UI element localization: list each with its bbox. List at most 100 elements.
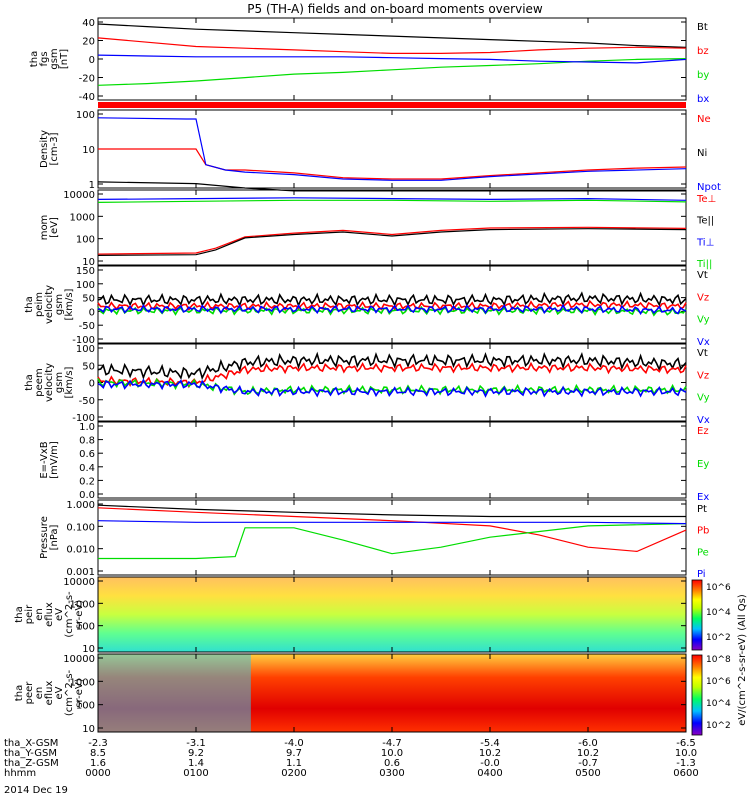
series-pressure-Pe xyxy=(98,523,687,560)
footer-value: -6.0 xyxy=(578,738,598,749)
y-tick-label: 150 xyxy=(76,266,95,277)
series-peem-Vt xyxy=(97,351,687,381)
y-axis-label-line: sr-eV) xyxy=(74,600,85,629)
panel-frame xyxy=(97,17,687,101)
series-fgs-bz xyxy=(97,37,687,54)
legend-efield-0: Ez xyxy=(697,426,709,437)
footer-value: 1.1 xyxy=(286,758,302,769)
y-axis-label-line: peem xyxy=(34,368,45,396)
panel-density: 100 10 1 Density [cm-3] Ne Ni Npot xyxy=(39,102,721,193)
footer-row-label: tha_Z-GSM xyxy=(4,758,59,769)
colorbar-top-tick: 10^6 xyxy=(706,583,731,593)
series-density-Ne xyxy=(98,148,687,180)
y-axis-label-line: [cm-3] xyxy=(49,132,60,165)
legend-pressure-2: Pe xyxy=(697,547,709,558)
y-axis-label-line: peim xyxy=(34,292,45,317)
y-tick-label: 100 xyxy=(76,344,95,355)
series-peim-Vy xyxy=(97,305,687,317)
legend-peem-0: Vt xyxy=(697,348,708,359)
y-axis-label-line: velocity xyxy=(44,363,55,402)
footer-value: -3.1 xyxy=(186,738,206,749)
y-tick-label: 10 xyxy=(82,724,95,735)
y-axis-label-line: eflux xyxy=(44,602,55,627)
footer-row-label: tha_Y-GSM xyxy=(4,748,57,759)
footer-value: -5.4 xyxy=(480,738,500,749)
y-tick-label: 10 xyxy=(82,257,95,268)
series-density-Ni xyxy=(97,181,686,192)
footer-value: 10.2 xyxy=(479,748,501,759)
y-tick-label: 100 xyxy=(76,235,95,246)
footer-value: -1.3 xyxy=(676,758,696,769)
legend-efield-1: Ey xyxy=(697,459,709,470)
y-axis-label-line: peir xyxy=(24,604,35,624)
footer-value: 0500 xyxy=(575,768,600,779)
footer-row-label: tha_X-GSM xyxy=(4,738,58,749)
y-axis-label-line: eflux xyxy=(44,681,55,706)
series-peim-Vt xyxy=(97,291,687,308)
series-peim-Vx xyxy=(97,303,687,316)
colorbar-bottom-tick: 10^2 xyxy=(706,721,731,731)
panel-pressure: 1.000 0.100 0.010 0.001 Pressure [nPa] Pt Pb Pe P… xyxy=(39,499,709,580)
series-fgs-Bt xyxy=(97,23,687,48)
y-axis-label-line: [eV] xyxy=(49,217,60,238)
legend-efield-2: Ex xyxy=(697,492,709,503)
y-axis-label-line: [km/s] xyxy=(64,288,75,320)
panel-peem: 100 50 0 -50 -100 tha peem velocity gsm [km/s] Vt V… xyxy=(24,343,710,426)
y-tick-label: 1000 xyxy=(70,677,95,688)
series-peim-Vz xyxy=(97,299,687,312)
y-tick-label: 100 xyxy=(76,280,95,291)
y-axis-label-line: eV xyxy=(54,686,65,699)
legend-peem-1: Vz xyxy=(697,370,709,381)
y-axis-label-line: gsm xyxy=(54,294,65,315)
footer-value: 10.0 xyxy=(381,748,403,759)
peer-low-flux-region xyxy=(98,654,251,732)
series-density-Npot xyxy=(97,117,687,181)
y-axis-label-line: peer xyxy=(24,681,35,705)
panel-fgs: 40 20 0 -20 -40 tha fgs gsm [nT] Bt bz by bx xyxy=(29,17,709,105)
y-axis-label-line: en xyxy=(34,608,45,621)
plot-title: P5 (TH-A) fields and on-board moments ov… xyxy=(247,2,543,16)
y-tick-label: 1000 xyxy=(70,599,95,610)
legend-density-2: Npot xyxy=(697,182,721,193)
y-tick-label: -100 xyxy=(72,413,95,424)
y-tick-label: 0.0 xyxy=(79,490,95,501)
footer-row-label: hhmm xyxy=(4,768,36,779)
footer-value: 0100 xyxy=(183,768,208,779)
panel-frame xyxy=(97,421,687,499)
legend-peim-1: Vz xyxy=(697,292,709,303)
y-tick-label: 20 xyxy=(82,37,95,48)
series-fgs-bx xyxy=(97,54,687,64)
colorbar-bottom xyxy=(691,654,703,736)
legend-pressure-3: Pi xyxy=(697,569,706,580)
series-peem-Vz xyxy=(97,361,687,389)
footer-value: 8.5 xyxy=(90,748,106,759)
y-tick-label: -20 xyxy=(79,74,95,85)
y-tick-label: 10000 xyxy=(63,190,95,201)
y-tick-label: 0.010 xyxy=(66,545,95,556)
y-tick-label: 0.4 xyxy=(79,463,95,474)
y-axis-label-line: [km/s] xyxy=(64,366,75,398)
y-tick-label: 1000 xyxy=(70,212,95,223)
legend-peem-2: Vy xyxy=(697,393,710,404)
colorbar-top xyxy=(691,579,703,651)
series-temp-Te|| xyxy=(97,228,687,256)
panel-temp: 10000 1000 100 10 mom [eV] Te⊥ Te|| Ti⊥ Ti|| xyxy=(39,189,716,270)
y-tick-label: -100 xyxy=(72,335,95,346)
y-tick-label: 0.6 xyxy=(79,449,95,460)
y-tick-label: 10 xyxy=(82,145,95,156)
footer-value: 0400 xyxy=(477,768,502,779)
y-axis-label-line: tha xyxy=(14,685,25,701)
colorbar-label: eV/(cm^2-s-sr-eV) (All Qs) xyxy=(737,594,748,726)
y-axis-label-line: mom xyxy=(39,215,50,241)
y-axis-label-line: Pressure xyxy=(39,516,50,559)
panel-peim: 150 100 50 0 -50 -100 tha peim velocity gsm [km/s]… xyxy=(24,265,710,348)
y-axis-label-line: tha xyxy=(29,51,40,67)
footer-value: 0600 xyxy=(673,768,698,779)
y-axis-label-line: gsm xyxy=(49,48,60,69)
y-axis-label-line: eV xyxy=(54,608,65,621)
y-axis-label-line: [mV/m] xyxy=(49,441,60,479)
footer-value: -4.7 xyxy=(382,738,402,749)
y-tick-label: 1 xyxy=(89,180,95,191)
footer-value: -2.3 xyxy=(88,738,108,749)
